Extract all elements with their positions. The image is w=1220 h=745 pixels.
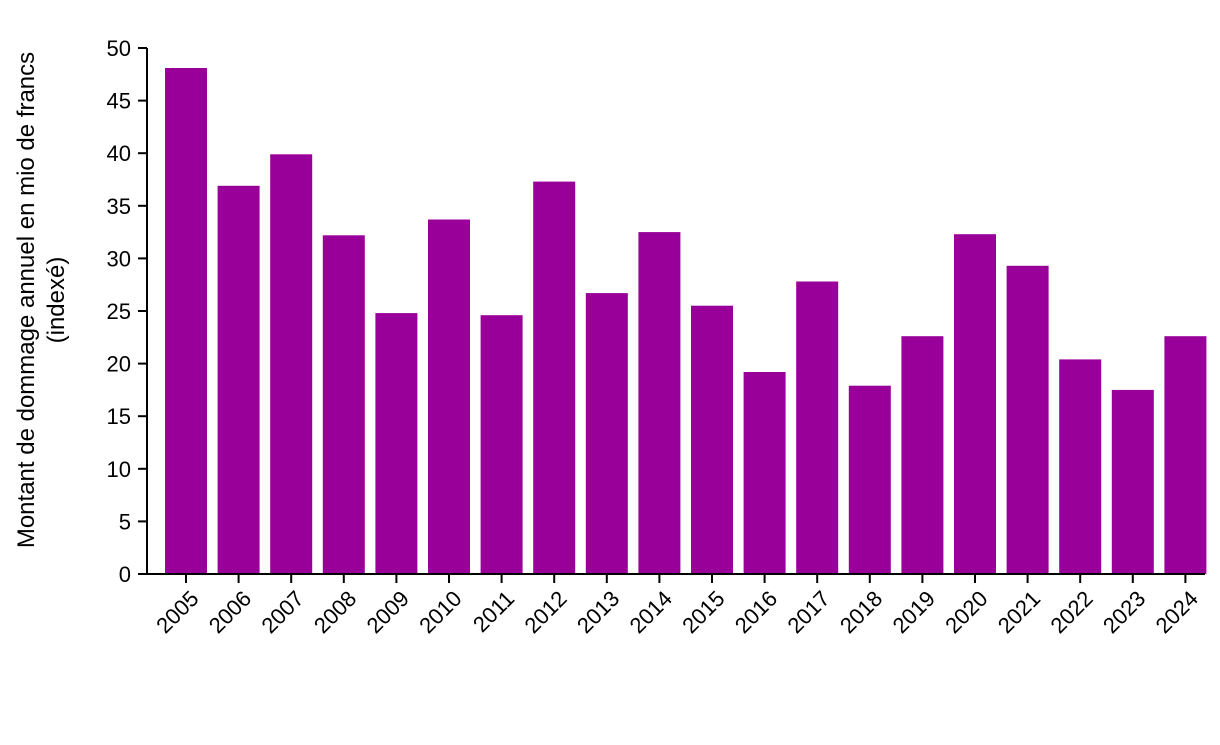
x-tick-label-2013: 2013 bbox=[572, 586, 624, 638]
bar-2014 bbox=[638, 232, 681, 574]
bar-2005 bbox=[165, 68, 207, 574]
x-tick-label-2016: 2016 bbox=[730, 586, 782, 638]
y-tick-label-0: 0 bbox=[119, 562, 131, 587]
bar-2021 bbox=[1006, 265, 1049, 574]
y-axis-title: Montant de dommage annuel en mio de fran… bbox=[13, 52, 70, 548]
x-ticks: 2005 2006 2007 2008 2009 2010 2011 2012 2013 2014… bbox=[151, 574, 1203, 638]
y-axis-title-line2: (indexé) bbox=[43, 257, 70, 344]
y-tick-label-10: 10 bbox=[107, 457, 131, 482]
x-tick-label-2014: 2014 bbox=[625, 586, 677, 638]
x-tick-label-2010: 2010 bbox=[414, 586, 466, 638]
x-tick-label-2005: 2005 bbox=[151, 586, 203, 638]
bar-2024 bbox=[1164, 336, 1207, 574]
x-tick-label-2023: 2023 bbox=[1098, 586, 1150, 638]
bar-2016 bbox=[743, 372, 786, 574]
bar-2009 bbox=[375, 313, 418, 574]
bar-2020 bbox=[954, 234, 996, 574]
y-tick-label-40: 40 bbox=[107, 141, 131, 166]
x-tick-label-2007: 2007 bbox=[256, 586, 308, 638]
y-tick-label-5: 5 bbox=[119, 509, 131, 534]
bar-2022 bbox=[1059, 359, 1102, 574]
x-tick-label-2008: 2008 bbox=[309, 586, 361, 638]
x-tick-label-2006: 2006 bbox=[204, 586, 256, 638]
y-tick-label-25: 25 bbox=[107, 299, 131, 324]
x-tick-label-2011: 2011 bbox=[468, 586, 519, 637]
y-tick-label-35: 35 bbox=[107, 194, 131, 219]
bar-2019 bbox=[901, 336, 944, 574]
x-tick-label-2019: 2019 bbox=[888, 586, 940, 638]
bar-2017 bbox=[796, 281, 839, 574]
x-tick-label-2017: 2017 bbox=[782, 586, 834, 638]
bar-2010 bbox=[428, 219, 470, 574]
x-tick-label-2024: 2024 bbox=[1151, 586, 1203, 638]
bar-2012 bbox=[533, 181, 576, 574]
x-tick-label-2020: 2020 bbox=[940, 586, 992, 638]
y-tick-label-45: 45 bbox=[107, 89, 131, 114]
x-tick-label-2012: 2012 bbox=[519, 586, 571, 638]
bar-2023 bbox=[1111, 389, 1154, 574]
y-tick-label-30: 30 bbox=[107, 246, 131, 271]
y-ticks: 0 5 10 15 20 25 30 35 40 45 50 bbox=[107, 36, 147, 587]
x-tick-label-2018: 2018 bbox=[835, 586, 887, 638]
bar-2007 bbox=[270, 154, 313, 575]
bars bbox=[165, 68, 1207, 575]
bar-2008 bbox=[322, 235, 365, 575]
bar-2018 bbox=[848, 385, 891, 574]
bar-2015 bbox=[691, 305, 733, 574]
bar-2006 bbox=[217, 185, 260, 575]
y-tick-label-15: 15 bbox=[107, 404, 131, 429]
x-tick-label-2015: 2015 bbox=[677, 586, 729, 638]
bar-2011 bbox=[480, 315, 523, 574]
bar-2013 bbox=[585, 293, 628, 574]
x-tick-label-2021: 2021 bbox=[993, 586, 1045, 638]
x-tick-label-2009: 2009 bbox=[362, 586, 414, 638]
y-tick-label-20: 20 bbox=[107, 352, 131, 377]
x-tick-label-2022: 2022 bbox=[1045, 586, 1097, 638]
y-tick-label-50: 50 bbox=[107, 36, 131, 61]
y-axis-title-line1: Montant de dommage annuel en mio de fran… bbox=[13, 52, 40, 548]
